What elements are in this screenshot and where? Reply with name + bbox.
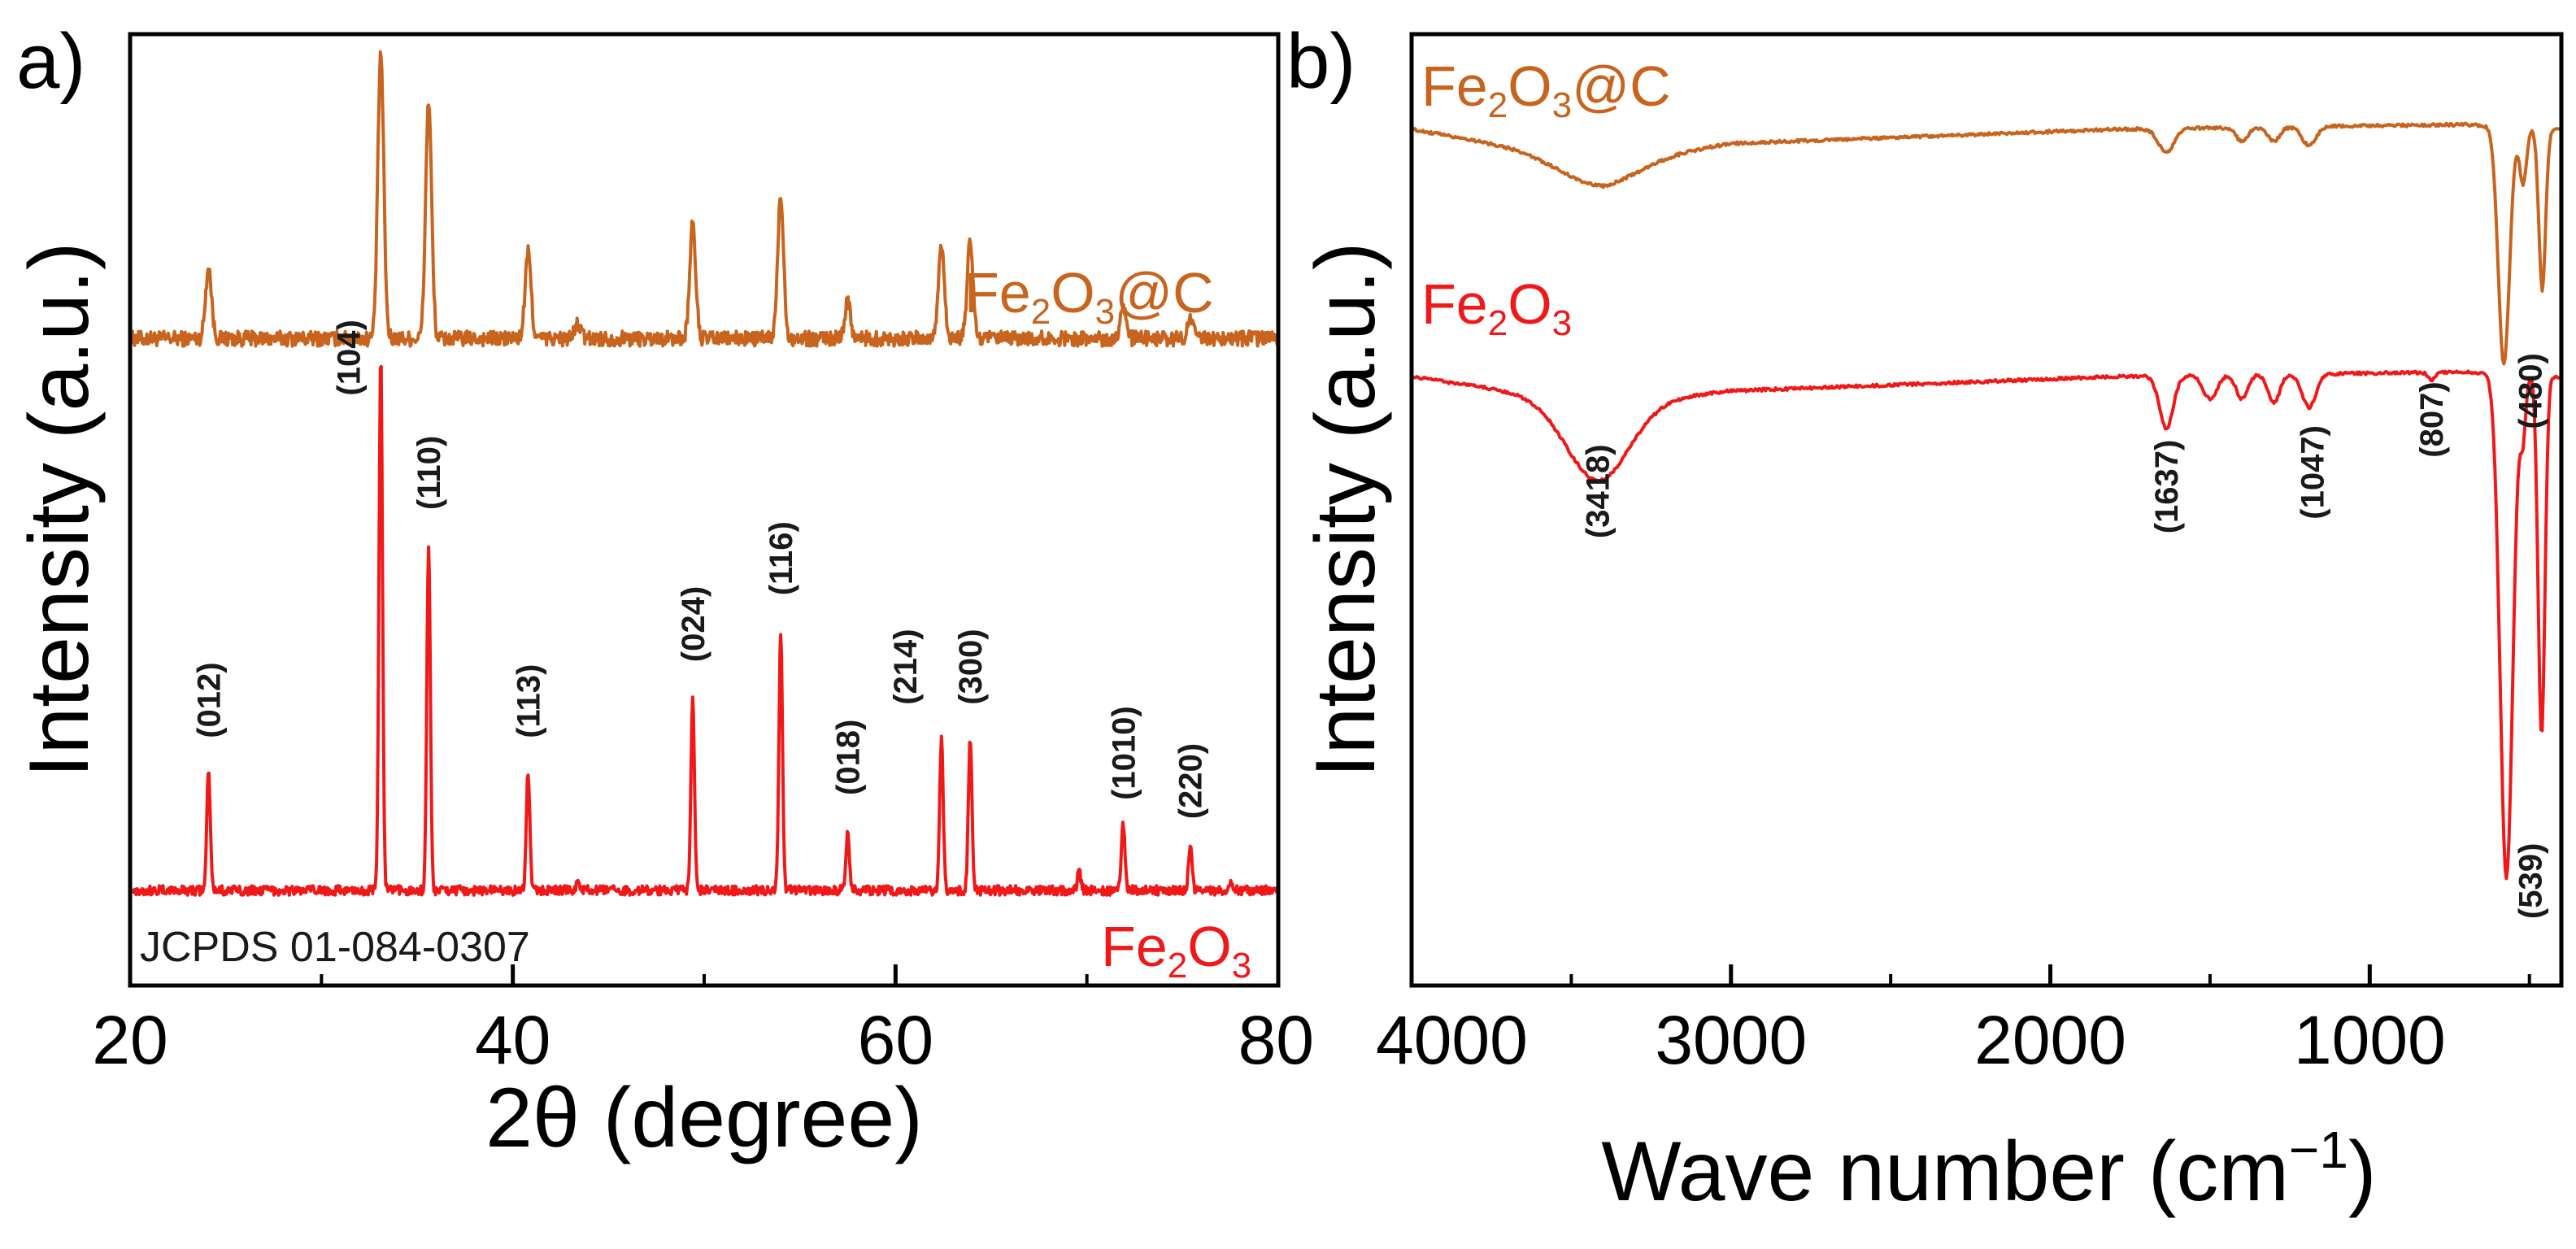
ftir-band-label: (480) [2513, 353, 2549, 429]
xrd-peak-label: (018) [831, 720, 867, 795]
x-tick-label: 80 [1238, 1002, 1314, 1078]
xrd-peak-label: (1010) [1106, 706, 1142, 800]
xrd-series-label-fe2o3: Fe2O3 [1101, 915, 1251, 986]
xrd-label1-sub3: 3 [1095, 292, 1115, 332]
xrd-label1-sub2: 2 [1031, 292, 1051, 332]
ftir-label2-o: O [1508, 272, 1551, 336]
xrd-peak-label: (110) [411, 436, 447, 510]
xrd-panel-label: a) [16, 18, 85, 105]
ftir-series-line-fe2o3 [1411, 369, 2562, 881]
xrd-peak-label: (104) [331, 320, 367, 395]
ftir-axes-frame [1409, 32, 2564, 988]
ftir-xlabel-tail: ) [2348, 1125, 2377, 1219]
ftir-tick-group: 4000 3000 2000 1000 [1376, 964, 2531, 1078]
xrd-series-line-fe2o3 [128, 364, 1280, 897]
ftir-xlabel-main: Wave number (cm [1601, 1125, 2289, 1219]
x-tick-label: 4000 [1376, 1002, 1528, 1078]
xrd-plot-area: (012) (104) (110) (113) (024) (116) (018) (214)… [92, 32, 1314, 1078]
x-tick-label: 40 [475, 1002, 550, 1078]
x-tick-label: 1000 [2294, 1002, 2446, 1078]
xrd-series-label-fe2o3c: Fe2O3@C [964, 261, 1214, 332]
x-tick-label: 2000 [1974, 1002, 2126, 1078]
ftir-band-label: (539) [2513, 843, 2549, 919]
ftir-xlabel: Wave number (cm−1) [1601, 1121, 2376, 1219]
xrd-label2-o: O [1187, 915, 1231, 978]
xrd-series-group [128, 50, 1280, 897]
xrd-label1-fe: Fe [964, 261, 1031, 324]
ftir-label2-fe: Fe [1421, 272, 1488, 336]
ftir-label1-fe: Fe [1421, 54, 1488, 118]
xrd-axes-frame [128, 32, 1281, 988]
ftir-xlabel-sup: −1 [2289, 1121, 2348, 1179]
xrd-peak-label: (024) [676, 586, 711, 662]
x-tick-label: 20 [92, 1002, 168, 1078]
ftir-band-label: (807) [2414, 381, 2450, 457]
xrd-xlabel: 2θ (degree) [485, 1071, 923, 1165]
xrd-peak-label: (300) [953, 629, 989, 704]
ftir-series-line-fe2o3c [1411, 121, 2563, 366]
ftir-band-label: (1637) [2149, 440, 2185, 534]
x-tick-label: 60 [858, 1002, 933, 1078]
xrd-label1-o: O [1051, 261, 1094, 324]
xrd-series-line-fe2o3c [128, 50, 1280, 348]
xrd-label1-tail: @C [1115, 261, 1214, 324]
ftir-annotation-group: (3418) (1637) (1047) (807) (480) (539) [1581, 353, 2549, 919]
xrd-label2-sub2: 2 [1168, 946, 1187, 986]
ftir-series-group [1411, 121, 2563, 881]
ftir-label1-tail: @C [1572, 54, 1671, 118]
xrd-label2-fe: Fe [1101, 915, 1168, 978]
xrd-tick-group: 20 40 60 80 [92, 964, 1314, 1078]
xrd-peak-label: (214) [888, 629, 924, 704]
xrd-ylabel: Intensity (a.u.) [12, 242, 107, 778]
ftir-label2-sub3: 3 [1552, 303, 1572, 343]
ftir-label1-o: O [1508, 54, 1551, 118]
xrd-panel: a) (012) (104) (110) (113) (024) (116) (018) (2… [12, 18, 1314, 1165]
ftir-band-label: (3418) [1581, 444, 1617, 538]
xrd-peak-label: (113) [511, 664, 547, 738]
xrd-annotation-group: (012) (104) (110) (113) (024) (116) (018) (214)… [192, 320, 1209, 819]
ftir-series-label-fe2o3c: Fe2O3@C [1421, 54, 1671, 125]
x-tick-label: 3000 [1655, 1002, 1807, 1078]
xrd-reference-text: JCPDS 01-084-0307 [140, 924, 530, 971]
xrd-peak-label: (220) [1173, 743, 1209, 819]
xrd-label2-sub3: 3 [1232, 946, 1251, 986]
ftir-label1-sub2: 2 [1488, 85, 1508, 125]
ftir-series-label-fe2o3: Fe2O3 [1421, 272, 1572, 343]
xrd-peak-label: (012) [192, 662, 228, 738]
ftir-panel-label: b) [1286, 18, 1355, 105]
ftir-plot-area: (3418) (1637) (1047) (807) (480) (539) 4000 30… [1376, 32, 2564, 1078]
ftir-ylabel: Intensity (a.u.) [1299, 242, 1393, 778]
ftir-label2-sub2: 2 [1488, 303, 1508, 343]
ftir-band-label: (1047) [2295, 425, 2331, 520]
ftir-label1-sub3: 3 [1552, 85, 1572, 125]
xrd-peak-label: (116) [764, 521, 799, 595]
ftir-panel: b) (3418) (1637) (1047) (807) (480) (539) 400… [1286, 18, 2564, 1219]
